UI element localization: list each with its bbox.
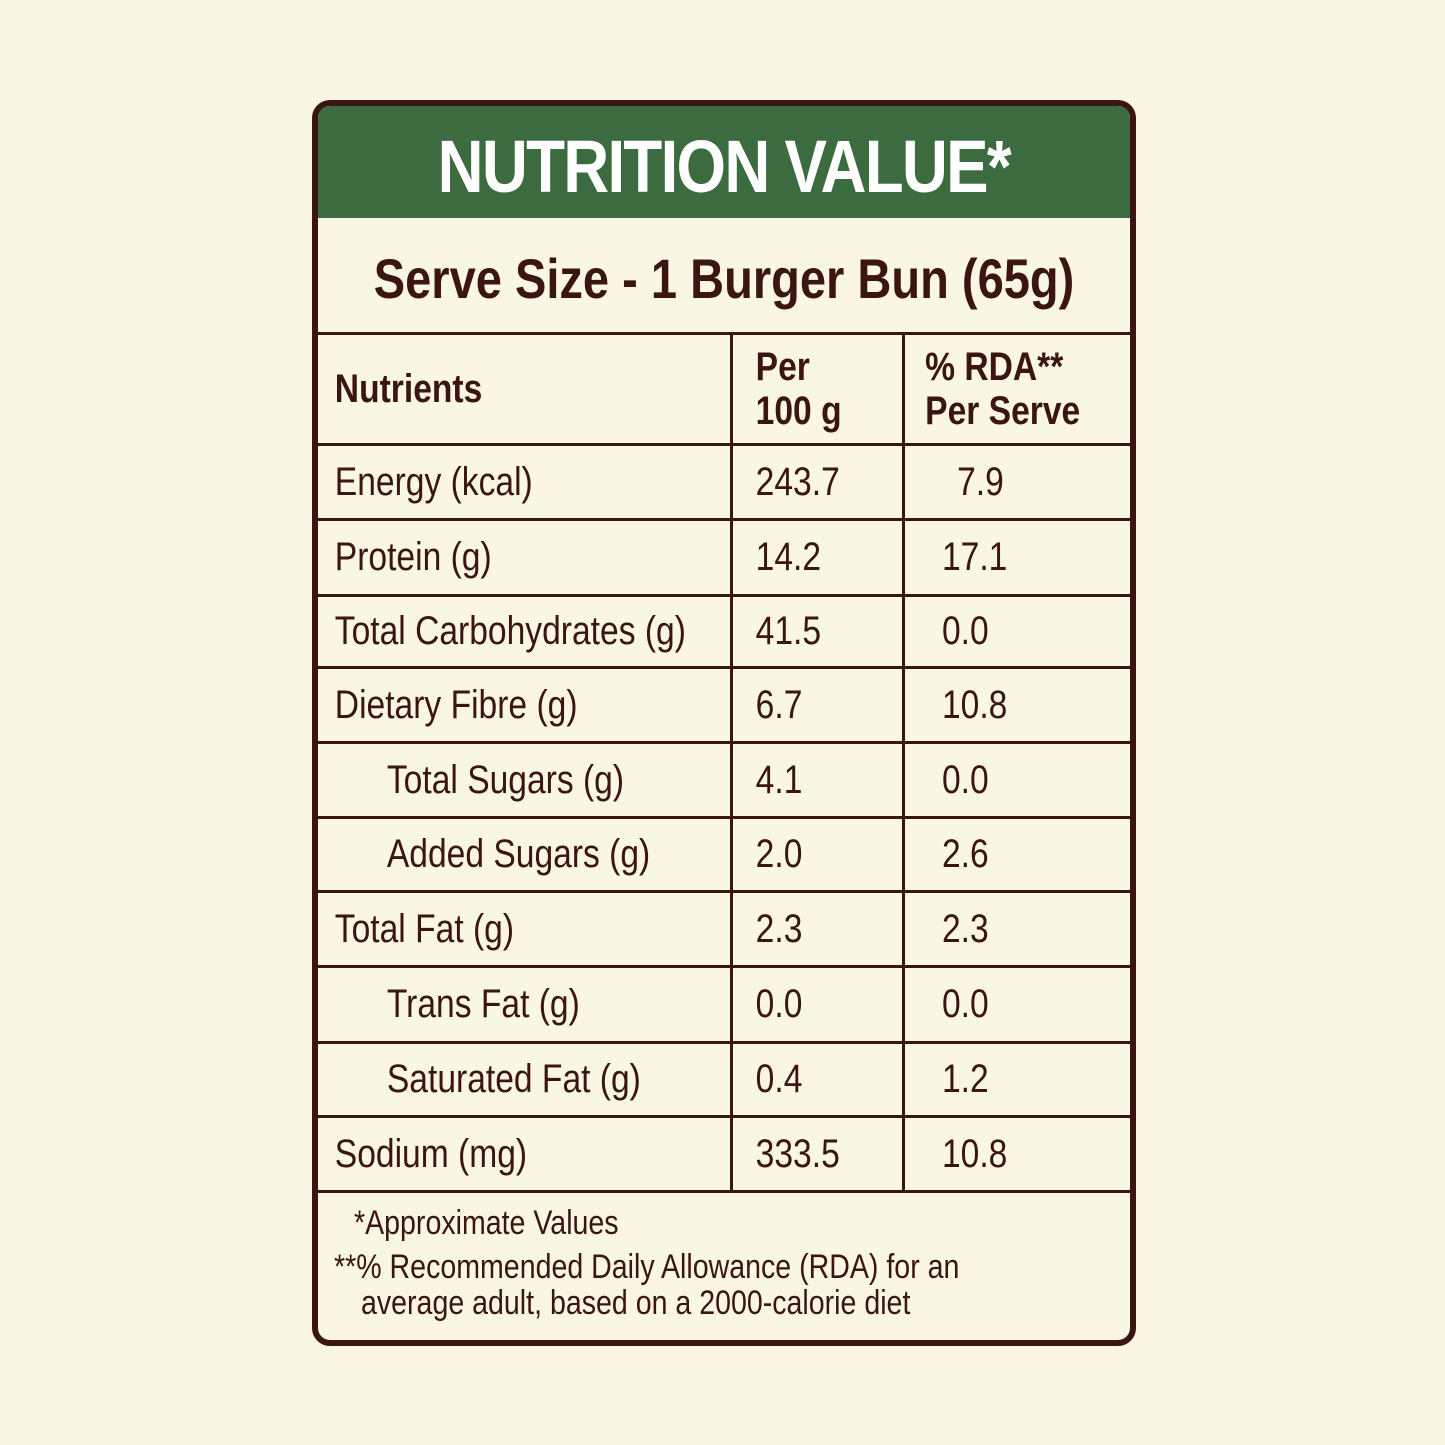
table-row: Total Sugars (g) 4.1 0.0 [318, 744, 1130, 819]
per-100g-value: 243.7 [755, 459, 840, 504]
rda-value: 0.0 [941, 982, 989, 1026]
per-100g-value: 333.5 [755, 1131, 840, 1176]
nutrient-cell: Total Sugars (g) [318, 744, 733, 816]
footnote-rda-line2: average adult, based on a 2000-calorie d… [361, 1284, 911, 1322]
nutrient-cell: Saturated Fat (g) [318, 1044, 733, 1115]
rda-value: 0.0 [941, 609, 989, 653]
per-100g-cell: 0.0 [733, 968, 905, 1041]
per-100g-cell: 243.7 [733, 446, 905, 518]
rda-cell: 0.0 [905, 597, 1130, 666]
per-100g-value: 41.5 [755, 609, 822, 653]
header-per-100g-line1: Per [755, 345, 810, 389]
nutrient-name: Saturated Fat (g) [386, 1057, 641, 1101]
per-100g-cell: 2.0 [733, 819, 905, 890]
per-100g-value: 6.7 [755, 682, 803, 727]
nutrient-name: Trans Fat (g) [386, 982, 580, 1026]
rda-value: 10.8 [941, 682, 1008, 727]
table-row: Total Fat (g) 2.3 2.3 [318, 893, 1130, 968]
rda-value: 0.0 [941, 757, 989, 802]
serve-size-row: Serve Size - 1 Burger Bun (65g) [318, 218, 1130, 335]
per-100g-value: 2.3 [755, 906, 803, 951]
per-100g-cell: 41.5 [733, 597, 905, 666]
per-100g-cell: 6.7 [733, 669, 905, 741]
rda-cell: 1.2 [905, 1044, 1130, 1115]
rda-cell: 2.6 [905, 819, 1130, 890]
table-row: Dietary Fibre (g) 6.7 10.8 [318, 669, 1130, 744]
rda-cell: 0.0 [905, 968, 1130, 1041]
table-row: Added Sugars (g) 2.0 2.6 [318, 819, 1130, 893]
rda-cell: 17.1 [905, 521, 1130, 594]
table-row: Energy (kcal) 243.7 7.9 [318, 446, 1130, 521]
table-body: Energy (kcal) 243.7 7.9 Protein (g) 14.2 17.1… [318, 446, 1130, 1193]
table-header-row: Nutrients Per 100 g % RDA** Per Serve [318, 335, 1130, 446]
page-title: NUTRITION VALUE* [437, 124, 1012, 208]
rda-value: 1.2 [941, 1057, 989, 1101]
header-nutrients: Nutrients [318, 335, 733, 443]
header-nutrients-label: Nutrients [334, 367, 483, 411]
rda-value: 7.9 [957, 459, 1004, 504]
header-per-100g: Per 100 g [733, 335, 905, 443]
nutrient-cell: Sodium (mg) [318, 1118, 733, 1190]
nutrient-name: Sodium (mg) [334, 1131, 528, 1176]
table-row: Total Carbohydrates (g) 41.5 0.0 [318, 597, 1130, 669]
per-100g-cell: 2.3 [733, 893, 905, 965]
per-100g-value: 2.0 [755, 832, 803, 876]
per-100g-cell: 14.2 [733, 521, 905, 594]
rda-value: 2.6 [941, 832, 989, 876]
rda-cell: 7.9 [905, 446, 1130, 518]
header-rda-line2: Per Serve [925, 389, 1081, 433]
header-per-100g-line2: 100 g [755, 389, 842, 433]
header-rda-line1: % RDA** [925, 345, 1064, 389]
table-row: Trans Fat (g) 0.0 0.0 [318, 968, 1130, 1044]
table-row: Saturated Fat (g) 0.4 1.2 [318, 1044, 1130, 1118]
nutrient-cell: Total Carbohydrates (g) [318, 597, 733, 666]
rda-value: 2.3 [941, 906, 989, 951]
nutrient-name: Protein (g) [334, 535, 492, 579]
header-per-100g-label: Per 100 g [733, 345, 842, 433]
nutrient-name: Dietary Fibre (g) [334, 682, 578, 727]
per-100g-cell: 4.1 [733, 744, 905, 816]
nutrition-card: NUTRITION VALUE* Serve Size - 1 Burger B… [312, 100, 1136, 1346]
serve-size-label: Serve Size - 1 Burger Bun (65g) [373, 246, 1075, 310]
nutrient-cell: Trans Fat (g) [318, 968, 733, 1041]
header-rda: % RDA** Per Serve [905, 335, 1130, 443]
footnote-rda-line1: **% Recommended Daily Allowance (RDA) fo… [334, 1248, 960, 1286]
rda-cell: 10.8 [905, 669, 1130, 741]
nutrient-cell: Energy (kcal) [318, 446, 733, 518]
header-rda-label: % RDA** Per Serve [905, 345, 1080, 433]
footnote-approximate: *Approximate Values [354, 1204, 619, 1242]
per-100g-cell: 0.4 [733, 1044, 905, 1115]
per-100g-value: 14.2 [755, 535, 822, 579]
rda-value: 17.1 [941, 535, 1008, 579]
per-100g-cell: 333.5 [733, 1118, 905, 1190]
nutrient-cell: Added Sugars (g) [318, 819, 733, 890]
nutrient-name: Total Carbohydrates (g) [334, 609, 686, 653]
rda-cell: 2.3 [905, 893, 1130, 965]
nutrient-name: Added Sugars (g) [386, 832, 651, 876]
rda-cell: 10.8 [905, 1118, 1130, 1190]
rda-cell: 0.0 [905, 744, 1130, 816]
nutrient-cell: Protein (g) [318, 521, 733, 594]
per-100g-value: 4.1 [755, 757, 803, 802]
nutrient-name: Energy (kcal) [334, 459, 533, 504]
per-100g-value: 0.4 [755, 1057, 803, 1101]
per-100g-value: 0.0 [755, 982, 803, 1026]
table-row: Sodium (mg) 333.5 10.8 [318, 1118, 1130, 1193]
nutrition-table: Nutrients Per 100 g % RDA** Per Serve En… [318, 335, 1130, 1193]
table-row: Protein (g) 14.2 17.1 [318, 521, 1130, 597]
title-banner: NUTRITION VALUE* [318, 106, 1130, 218]
nutrient-cell: Total Fat (g) [318, 893, 733, 965]
rda-value: 10.8 [941, 1131, 1008, 1176]
nutrient-name: Total Sugars (g) [386, 757, 625, 802]
nutrient-cell: Dietary Fibre (g) [318, 669, 733, 741]
nutrient-name: Total Fat (g) [334, 906, 515, 951]
